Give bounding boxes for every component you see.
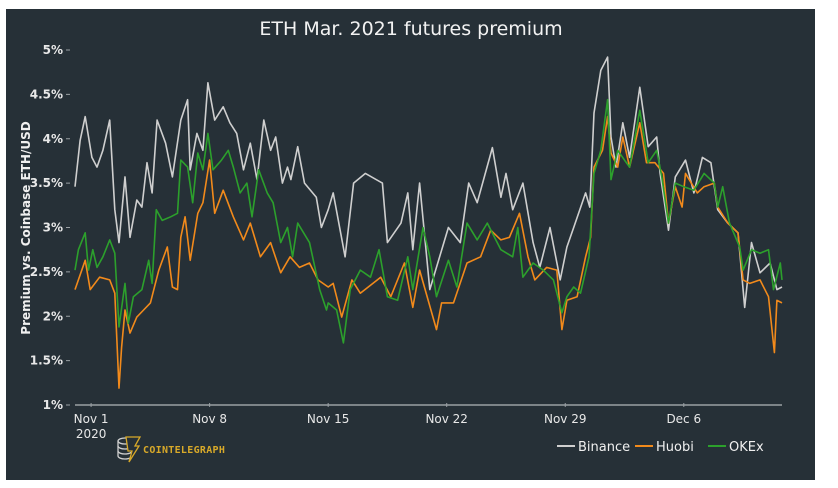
y-tick-label: 3% bbox=[43, 221, 63, 235]
x-tick-label: Dec 6 bbox=[666, 412, 701, 426]
x-tick-label: Nov 22 bbox=[425, 412, 468, 426]
series-line-okex bbox=[74, 98, 783, 344]
x-tick-label: Nov 1 bbox=[74, 412, 109, 426]
logo-coin-stack-icon bbox=[117, 436, 142, 463]
y-tick-label: 1.5% bbox=[30, 354, 63, 368]
y-tick-label: 2.5% bbox=[30, 265, 63, 279]
chart-title: ETH Mar. 2021 futures premium bbox=[259, 18, 562, 40]
y-axis-label: Premium vs. Coinbase ETH/USD bbox=[19, 121, 33, 334]
x-tick-label: Nov 15 bbox=[307, 412, 350, 426]
logo-text: COINTELEGRAPH bbox=[143, 445, 225, 456]
y-tick-label: 3.5% bbox=[30, 176, 63, 190]
legend-label-okex: OKEx bbox=[729, 440, 764, 455]
x-tick-label: Nov 8 bbox=[192, 412, 227, 426]
legend: Binance Huobi OKEx bbox=[557, 440, 764, 455]
legend-label-binance: Binance bbox=[578, 440, 630, 455]
x-axis: Nov 1 Nov 8 Nov 15 Nov 22 Nov 29 Dec 6 2020 bbox=[74, 403, 782, 441]
cointelegraph-logo: COINTELEGRAPH bbox=[117, 436, 225, 463]
y-tick-label: 4.5% bbox=[30, 87, 63, 101]
x-tick-label: Nov 29 bbox=[544, 412, 587, 426]
x-tick-sublabel: 2020 bbox=[76, 427, 107, 441]
y-tick-label: 2% bbox=[43, 309, 63, 323]
legend-label-huobi: Huobi bbox=[656, 440, 694, 455]
y-tick-label: 5% bbox=[43, 43, 63, 57]
chart-panel bbox=[6, 9, 815, 480]
series-lines bbox=[74, 56, 783, 389]
y-tick-label: 4% bbox=[43, 132, 63, 146]
y-tick-label: 1% bbox=[43, 398, 63, 412]
series-line-binance bbox=[74, 56, 783, 309]
y-axis: 1% 1.5% 2% 2.5% 3% 3.5% 4% 4.5% 5% bbox=[30, 43, 70, 412]
